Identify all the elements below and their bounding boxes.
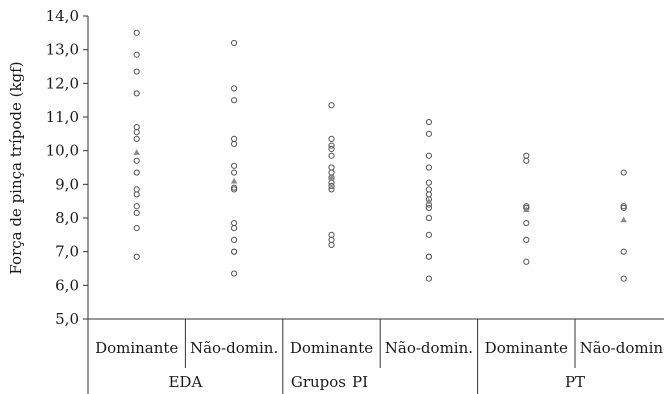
data-point — [231, 169, 238, 176]
data-point — [425, 179, 432, 186]
y-ticks: 5,0 6,0 7,0 8,0 9,0 10,0 11,0 12,0 13,0 14,0 — [46, 7, 88, 328]
category-label: Dominante — [290, 339, 373, 357]
data-points — [133, 29, 627, 282]
y-tick-label: 9,0 — [55, 175, 79, 193]
data-point — [231, 140, 238, 148]
data-point — [328, 186, 335, 193]
data-point — [328, 142, 335, 149]
data-point — [231, 270, 238, 277]
group-label: EDA — [168, 373, 202, 391]
data-point — [425, 186, 432, 193]
category-label: Não-domin. — [385, 339, 473, 357]
data-point — [620, 275, 627, 282]
y-axis-label: Força de pinça trípode (kgf) — [7, 61, 25, 274]
mean-marker — [620, 216, 627, 223]
data-point — [231, 97, 238, 104]
data-point — [133, 68, 140, 75]
data-point — [328, 241, 335, 249]
data-point — [328, 231, 335, 238]
data-point — [133, 191, 140, 198]
mean-markers — [133, 149, 627, 223]
data-point — [133, 209, 140, 217]
category-label: Não-domin. — [580, 339, 664, 357]
y-tick-label: 12,0 — [46, 74, 79, 92]
category-label: Dominante — [95, 339, 178, 357]
data-point — [425, 275, 432, 282]
data-point — [231, 186, 238, 193]
data-point — [425, 231, 432, 238]
y-tick-label: 13,0 — [46, 41, 79, 59]
data-point — [133, 169, 140, 176]
data-point — [328, 152, 335, 159]
y-tick-label: 8,0 — [55, 209, 79, 227]
y-tick-label: 11,0 — [46, 108, 79, 126]
data-point — [425, 164, 432, 171]
data-point — [425, 130, 432, 137]
y-tick-label: 14,0 — [46, 7, 79, 25]
data-point — [328, 182, 335, 190]
data-point — [425, 152, 432, 159]
data-point — [133, 203, 140, 210]
data-point — [523, 152, 530, 159]
category-labels: Dominante Não-domin. Dominante Não-domin. Do… — [95, 339, 664, 357]
data-point — [328, 102, 335, 109]
data-point — [620, 204, 627, 211]
data-point — [523, 219, 530, 227]
data-point — [133, 129, 140, 136]
data-point — [133, 90, 140, 97]
data-point — [328, 135, 335, 142]
data-point — [133, 135, 140, 142]
data-point — [133, 157, 140, 164]
mean-marker — [425, 197, 433, 204]
mean-marker — [133, 149, 140, 155]
group-labels: EDA PI PT — [168, 373, 585, 391]
data-point — [523, 236, 530, 243]
category-dividers — [184, 319, 576, 394]
y-tick-label: 6,0 — [55, 276, 79, 294]
x-axis-label: Grupos — [291, 373, 346, 391]
data-point — [231, 248, 238, 255]
data-point — [231, 85, 238, 92]
y-tick-label: 7,0 — [55, 243, 79, 261]
data-point — [133, 253, 140, 260]
y-tick-label: 5,0 — [55, 310, 79, 328]
data-point — [231, 162, 238, 169]
data-point — [328, 236, 335, 243]
data-point — [425, 118, 432, 126]
data-point — [231, 225, 238, 232]
data-point — [133, 225, 140, 232]
group-label: PT — [565, 373, 585, 391]
data-point — [620, 169, 627, 176]
data-point — [231, 219, 238, 227]
data-point — [620, 248, 627, 255]
data-point — [328, 145, 335, 153]
data-point — [523, 157, 530, 164]
category-label: Não-domin. — [190, 339, 278, 357]
data-point — [231, 39, 238, 47]
mean-marker — [523, 206, 530, 213]
data-point — [133, 51, 140, 58]
data-point — [231, 135, 238, 142]
y-tick-label: 10,0 — [46, 142, 79, 160]
data-point — [425, 214, 432, 222]
category-label: Dominante — [485, 339, 568, 357]
data-point — [425, 253, 432, 260]
data-point — [328, 169, 335, 176]
data-point — [133, 124, 140, 131]
data-point — [133, 186, 140, 193]
data-point — [231, 236, 238, 243]
group-label: PI — [352, 373, 368, 391]
mean-marker — [328, 174, 335, 181]
data-point — [425, 204, 432, 211]
data-point — [133, 29, 140, 36]
data-point — [523, 258, 530, 265]
data-point — [328, 164, 335, 171]
data-point — [425, 191, 432, 198]
mean-marker — [230, 177, 238, 184]
